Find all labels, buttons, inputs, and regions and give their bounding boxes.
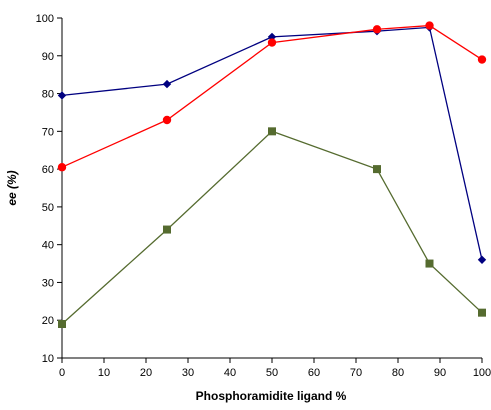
y-axis-title: ee (%)	[5, 170, 19, 205]
square-marker	[163, 225, 171, 234]
x-tick-label: 50	[266, 367, 278, 379]
y-tick-label: 80	[42, 89, 54, 101]
series-2-line	[61, 24, 483, 168]
x-tick-label: 40	[224, 367, 236, 379]
series-3-line	[61, 130, 483, 325]
series-2	[57, 21, 487, 172]
y-tick-label: 100	[36, 13, 54, 25]
y-tick-label: 70	[42, 126, 54, 138]
series-layer	[57, 21, 487, 328]
circle-marker	[425, 21, 434, 30]
x-axis-title: Phosphoramidite ligand %	[196, 389, 347, 403]
square-marker	[425, 259, 434, 268]
circle-marker	[267, 38, 277, 47]
y-tick-label: 20	[42, 315, 54, 327]
x-tick-label: 10	[98, 367, 110, 379]
series-1	[57, 23, 487, 264]
circle-marker	[162, 115, 172, 125]
diamond-marker	[57, 91, 67, 100]
diamond-marker	[267, 32, 277, 42]
series-3	[58, 127, 486, 328]
diamond-marker	[162, 79, 172, 89]
series-1-line	[61, 26, 483, 260]
y-tick-label: 30	[42, 277, 54, 289]
square-marker	[373, 165, 381, 174]
square-marker	[268, 127, 276, 136]
circle-marker	[372, 25, 382, 34]
axes: 10 20 30 40 50 60 70 80 90 100 0 10 20 30 40 50 60 70 80 90…	[36, 13, 491, 379]
x-tick-label: 0	[59, 367, 65, 379]
y-tick-label: 50	[42, 202, 54, 214]
x-tick-label: 100	[473, 367, 491, 379]
x-tick-label: 80	[392, 367, 404, 379]
circle-marker	[477, 55, 487, 64]
x-tick-label: 20	[140, 367, 152, 379]
circle-marker	[57, 163, 67, 172]
y-tick-label: 60	[42, 164, 54, 176]
y-tick-label: 90	[42, 51, 54, 63]
diamond-marker	[477, 255, 487, 264]
square-marker	[478, 308, 486, 317]
y-tick-label: 10	[42, 353, 54, 365]
x-tick-label: 90	[434, 367, 446, 379]
x-tick-label: 60	[308, 367, 320, 379]
x-tick-label: 30	[182, 367, 194, 379]
x-tick-label: 70	[350, 367, 362, 379]
y-tick-label: 40	[42, 240, 54, 252]
square-marker	[58, 320, 66, 328]
